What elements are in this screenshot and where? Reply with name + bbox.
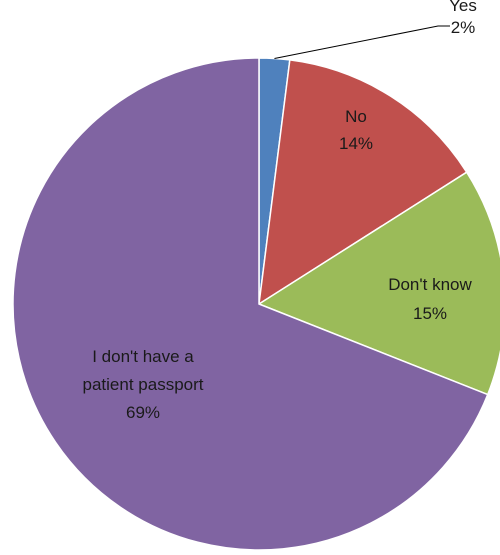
slice-label: No 14% — [339, 107, 373, 153]
leader-line — [274, 25, 450, 59]
slice-category-label: Don't know — [388, 275, 472, 294]
slice-category-label: I don't have a — [92, 347, 194, 366]
pie-slice — [12, 57, 489, 551]
slice-label: I don't have a patient passport 69% — [83, 347, 204, 422]
slice-percent-label: 15% — [413, 304, 447, 323]
pie-slice — [258, 59, 468, 306]
pie-slice — [257, 171, 500, 396]
leader-layer — [274, 25, 450, 59]
slices-layer — [12, 57, 500, 551]
slice-label: Don't know 15% — [388, 275, 472, 323]
slice-category-label: No — [345, 107, 367, 126]
slice-label: Yes 2% — [449, 0, 477, 37]
slice-category-label: patient passport — [83, 375, 204, 394]
slice-percent-label: 14% — [339, 134, 373, 153]
labels-layer: Yes 2% No 14% Don't know 15% I don't have a pat… — [83, 0, 477, 422]
slice-percent-label: 2% — [451, 18, 476, 37]
slice-percent-label: 69% — [126, 403, 160, 422]
slice-category-label: Yes — [449, 0, 477, 15]
